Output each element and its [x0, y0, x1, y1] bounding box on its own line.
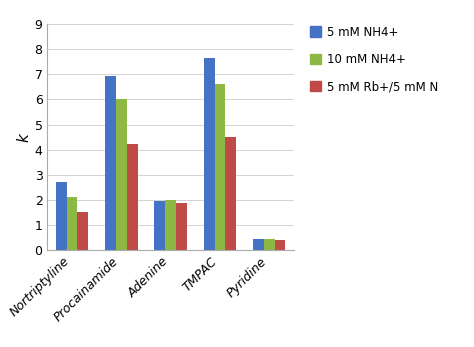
Bar [155, 201, 165, 250]
Bar [67, 197, 77, 250]
Bar [116, 99, 127, 250]
Bar [127, 144, 137, 250]
Bar [56, 182, 67, 250]
Bar [204, 58, 215, 250]
Bar [274, 240, 285, 250]
Bar [253, 239, 264, 250]
Bar [176, 203, 187, 250]
Bar [264, 239, 274, 250]
Bar [225, 137, 236, 250]
Y-axis label: k: k [17, 133, 32, 142]
Bar [165, 200, 176, 250]
Legend: 5 mM NH4+, 10 mM NH4+, 5 mM Rb+/5 mM N: 5 mM NH4+, 10 mM NH4+, 5 mM Rb+/5 mM N [310, 26, 438, 93]
Bar [215, 84, 225, 250]
Bar [77, 212, 88, 250]
Bar [105, 76, 116, 250]
